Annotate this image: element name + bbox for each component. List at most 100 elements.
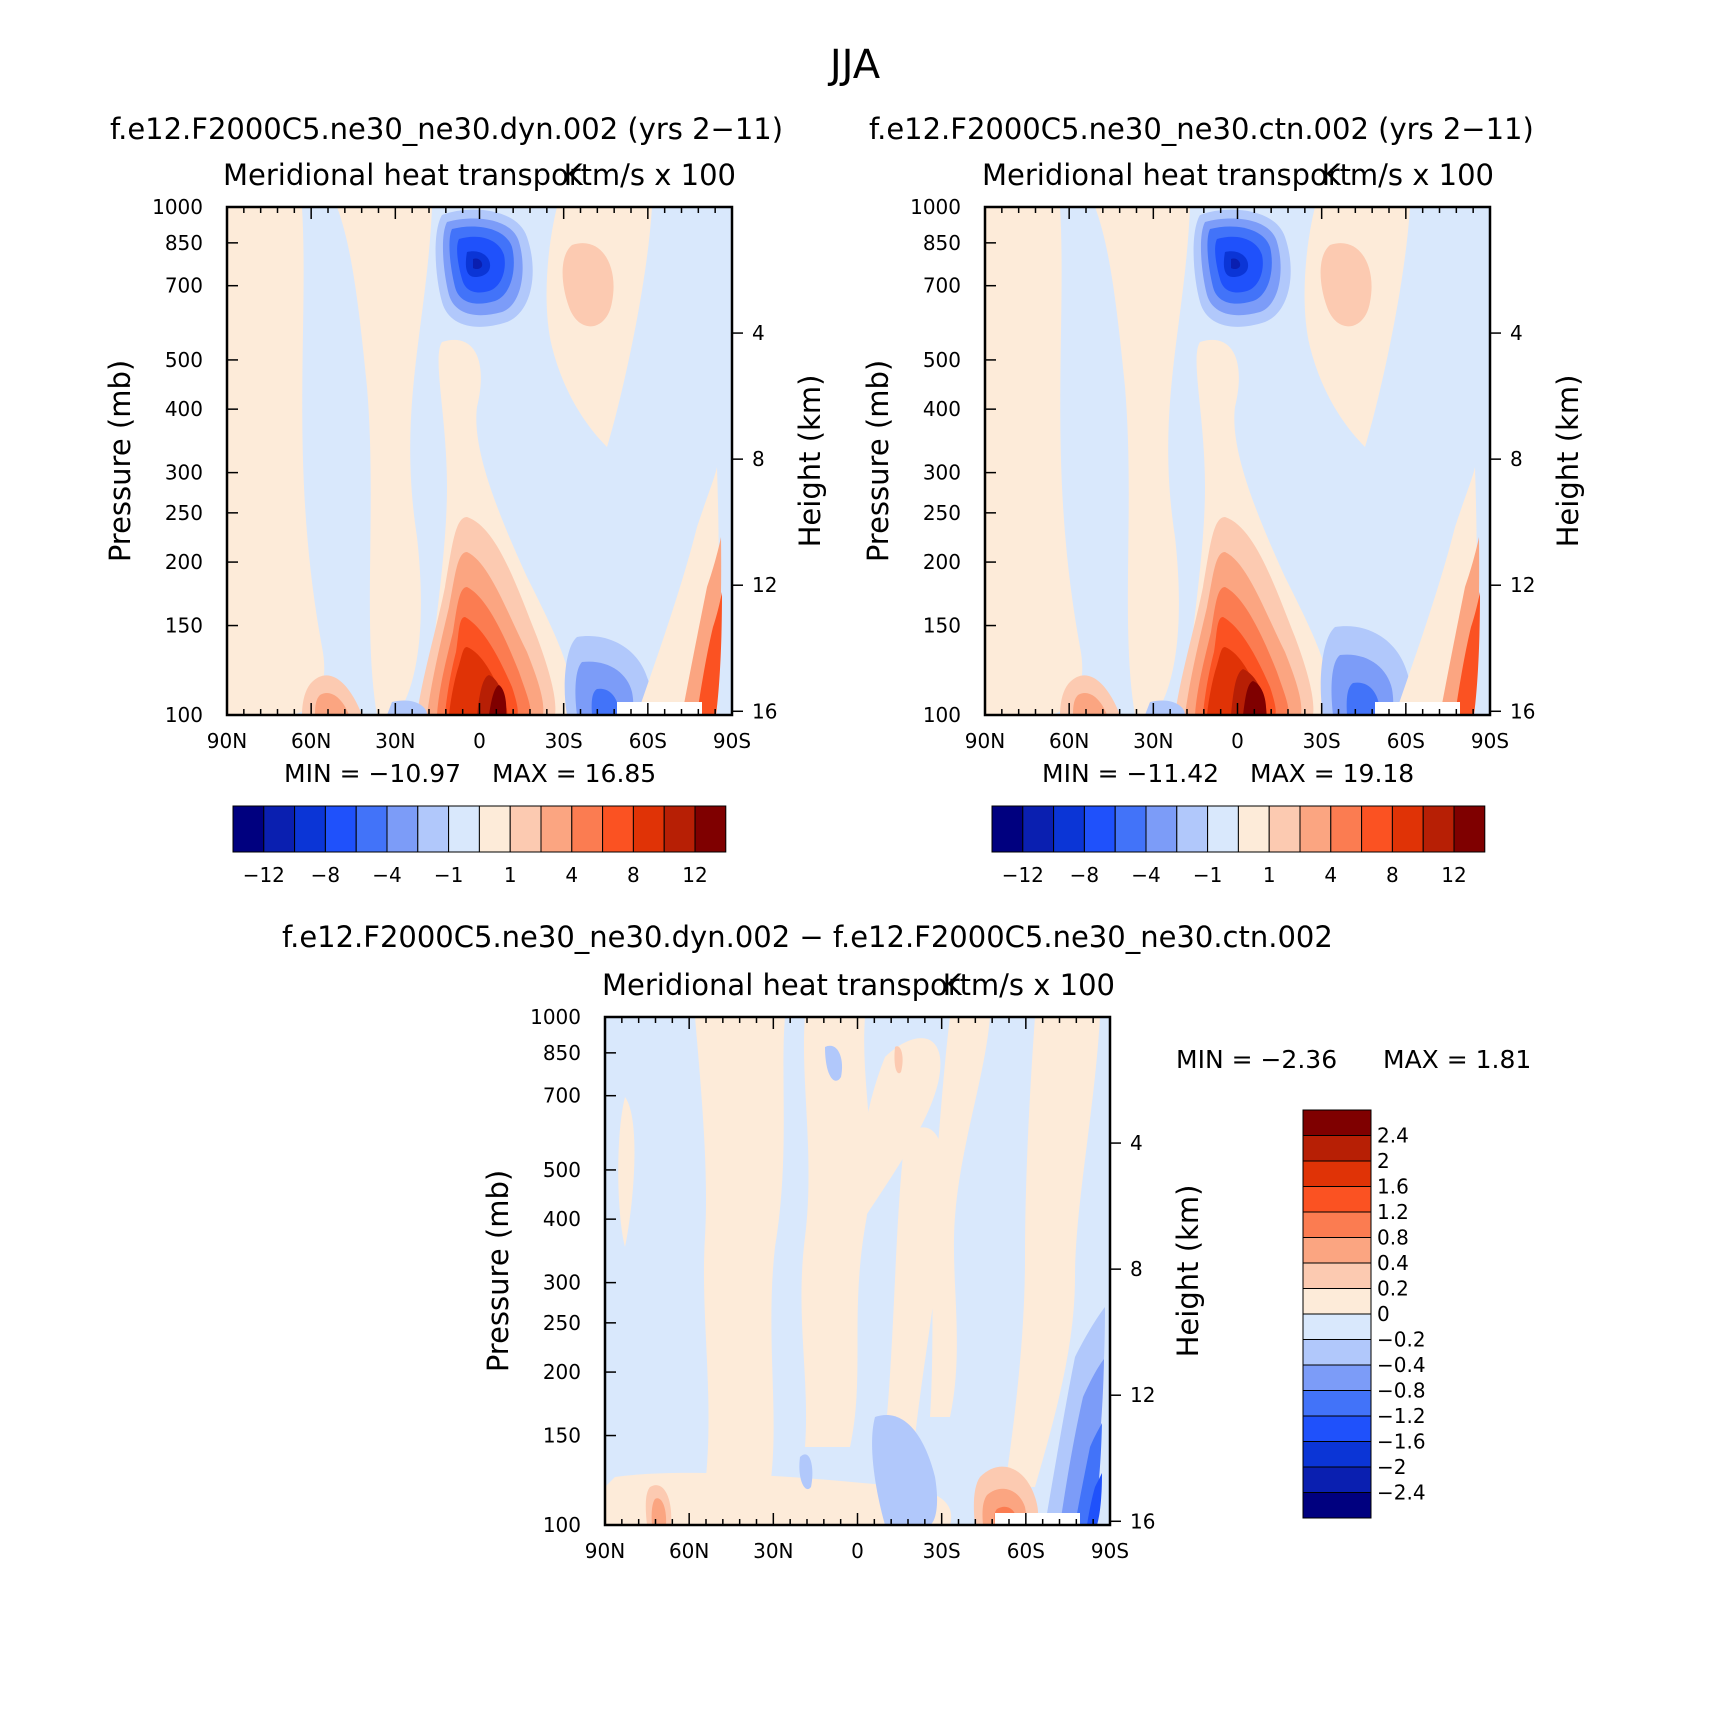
- contour-cold-low: [591, 688, 619, 715]
- contour-negative-polar: [1087, 1473, 1102, 1525]
- y-tick-label: 200: [165, 550, 203, 574]
- colorbar-box: [663, 805, 696, 853]
- y-tick-label: 200: [923, 550, 961, 574]
- colorbar-box: [1302, 1415, 1372, 1442]
- max-label: MAX = 16.85: [492, 759, 656, 788]
- contour-negative-pocket: [825, 1045, 843, 1081]
- y-tick-label-right: 16: [1510, 699, 1535, 723]
- contour-negative-pocket: [799, 1454, 813, 1490]
- colorbar-box: [1302, 1390, 1372, 1417]
- colorbar-box: [1302, 1364, 1372, 1391]
- y-tick-label: 500: [923, 348, 961, 372]
- y-ticks: 100 150 200 250 300 400 500 700 850 1000: [530, 1005, 616, 1537]
- colorbar-label: 0: [1377, 1302, 1390, 1326]
- x-tick-label: 60N: [669, 1539, 709, 1563]
- colorbar-box: [1299, 805, 1332, 853]
- y-axis-label-right: Height (km): [1171, 1185, 1205, 1358]
- colorbar-label: 0.8: [1377, 1226, 1409, 1250]
- y-tick-label: 250: [165, 501, 203, 525]
- max-label: MAX = 1.81: [1383, 1045, 1531, 1074]
- contour-positive-band: [861, 1038, 941, 1217]
- colorbar-box: [1391, 805, 1424, 853]
- colorbar-box: [1302, 1339, 1372, 1366]
- contour-value-1-4: [1320, 243, 1372, 327]
- contour-polar-warm: [1455, 592, 1480, 715]
- contour-positive-band: [227, 207, 325, 715]
- colorbar-box: [1302, 1135, 1372, 1162]
- colorbar-box: [1237, 805, 1270, 853]
- contour-positive-band: [885, 1127, 945, 1437]
- y-tick-label: 150: [923, 614, 961, 638]
- contour-cold-low: [575, 661, 634, 715]
- y-tick-label: 850: [165, 231, 203, 255]
- colorbar-label: −1: [434, 863, 463, 887]
- x-tick-label: 60N: [1049, 729, 1089, 753]
- colorbar-box: [1302, 1313, 1372, 1340]
- x-tick-label: 30S: [545, 729, 583, 753]
- colorbar-box: [386, 805, 419, 853]
- y-tick-label-right: 16: [752, 699, 777, 723]
- contour-cold-low: [387, 700, 427, 715]
- colorbar-label: −2: [1377, 1455, 1406, 1479]
- colorbar-label: −4: [1131, 863, 1160, 887]
- case-title: f.e12.F2000C5.ne30_ne30.ctn.002 (yrs 2−1…: [869, 112, 1534, 146]
- contour-positive-band: [695, 1017, 785, 1487]
- y-ticks: 100 150 200 250 300 400 500 700 850 1000: [152, 195, 238, 727]
- contour-peak-warm: [1243, 681, 1267, 715]
- contour-cold-low: [1145, 700, 1185, 715]
- x-tick-label: 90N: [207, 729, 247, 753]
- y-tick-label: 700: [165, 274, 203, 298]
- x-ticks: 90N 60N 30N 0 30S 60S 90S: [207, 207, 751, 753]
- colorbar-box: [632, 805, 665, 853]
- colorbar-box: [232, 805, 265, 853]
- y-axis-label: Pressure (mb): [103, 360, 137, 562]
- case-title: f.e12.F2000C5.ne30_ne30.dyn.002 (yrs 2−1…: [110, 112, 783, 146]
- colorbar-box: [417, 805, 450, 853]
- colorbar-label: 1.6: [1377, 1175, 1409, 1199]
- x-tick-label: 90S: [1471, 729, 1509, 753]
- colorbar-box: [1361, 805, 1393, 853]
- colorbar-box: [540, 805, 573, 853]
- colorbar: −12 −8 −4 −1 1 4 8 12: [991, 805, 1486, 887]
- y-tick-label: 500: [543, 1158, 581, 1182]
- main-title: JJA: [827, 42, 881, 88]
- y-tick-label: 1000: [910, 195, 961, 219]
- contour-cold-core: [473, 258, 483, 270]
- colorbar: 2.421.61.20.80.40.20−0.2−0.4−0.8−1.2−1.6…: [1302, 1109, 1426, 1519]
- contour-value-0-2: [651, 1498, 667, 1525]
- colorbar-box: [1268, 805, 1301, 853]
- contour-cold-core: [1231, 258, 1241, 270]
- y-tick-label-right: 8: [752, 447, 765, 471]
- y-tick-label: 850: [543, 1041, 581, 1065]
- colorbar-box: [478, 805, 511, 853]
- panel-ctn: f.e12.F2000C5.ne30_ne30.ctn.002 (yrs 2−1…: [861, 112, 1585, 887]
- colorbar-box: [1176, 805, 1209, 853]
- y-axis-label: Pressure (mb): [861, 360, 895, 562]
- contour-positive-band: [618, 1097, 635, 1247]
- contour-positive-band: [605, 1472, 952, 1525]
- colorbar-box: [263, 805, 296, 853]
- y-tick-label: 200: [543, 1360, 581, 1384]
- x-tick-label: 0: [1231, 729, 1244, 753]
- colorbar-label: −8: [1070, 863, 1099, 887]
- panel-dyn: f.e12.F2000C5.ne30_ne30.dyn.002 (yrs 2−1…: [103, 112, 827, 887]
- colorbar-label: −1.6: [1377, 1430, 1426, 1454]
- right-title: K m/s x 100: [564, 158, 736, 192]
- y-tick-label: 300: [165, 461, 203, 485]
- left-title: Meridional heat transport: [602, 968, 971, 1002]
- colorbar-label: −12: [1002, 863, 1044, 887]
- colorbar-box: [571, 805, 604, 853]
- x-tick-label: 90N: [965, 729, 1005, 753]
- colorbar-box: [1302, 1466, 1372, 1493]
- colorbar-box: [1302, 1160, 1372, 1187]
- y-ticks-right: 16 12 8 4: [732, 321, 777, 723]
- y-tick-label: 1000: [152, 195, 203, 219]
- y-tick-label-right: 8: [1130, 1257, 1143, 1281]
- left-title: Meridional heat transport: [223, 158, 592, 192]
- y-tick-label: 300: [923, 461, 961, 485]
- y-tick-label-right: 4: [1510, 321, 1523, 345]
- colorbar-box: [602, 805, 634, 853]
- y-tick-label-right: 12: [1510, 573, 1535, 597]
- panel-diff: f.e12.F2000C5.ne30_ne30.dyn.002 − f.e12.…: [282, 920, 1531, 1563]
